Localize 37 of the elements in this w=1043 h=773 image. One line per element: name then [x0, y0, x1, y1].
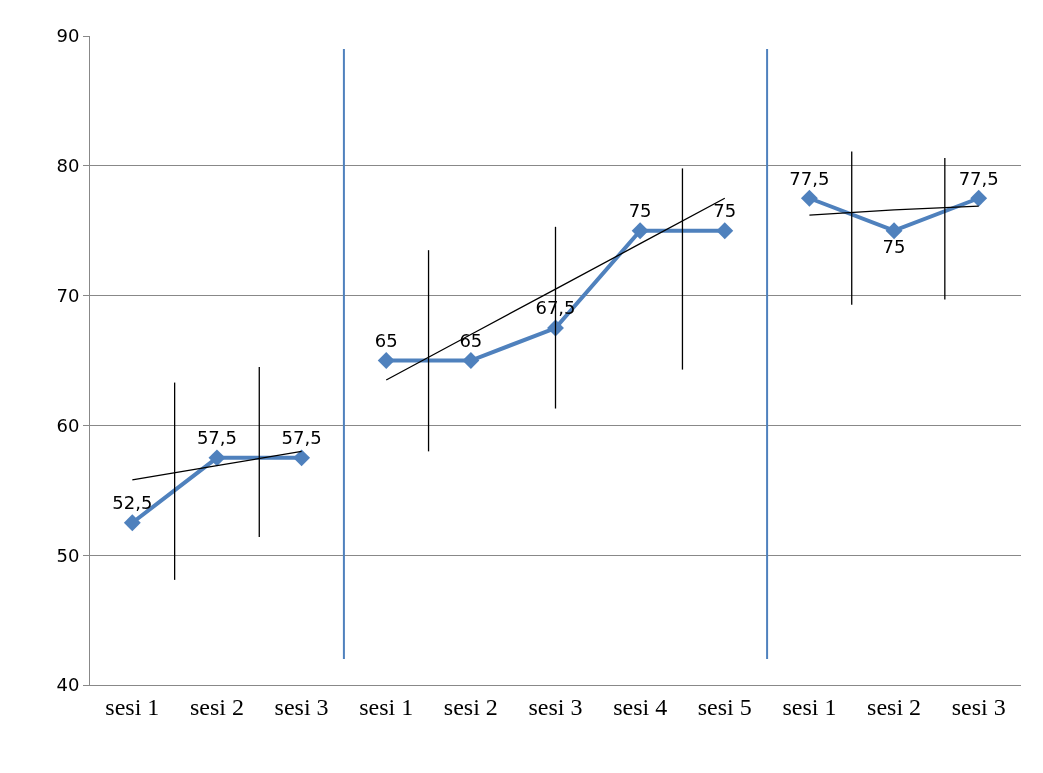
y-tick-label: 90	[56, 25, 80, 47]
y-tick-label: 70	[56, 284, 80, 306]
data-label: 57,5	[281, 427, 322, 449]
y-tick-label: 50	[56, 544, 80, 566]
point	[293, 449, 311, 467]
data-label: 52,5	[112, 492, 153, 514]
x-tick-label: sesi 5	[697, 693, 752, 720]
x-tick-label: sesi 3	[274, 693, 329, 720]
x-tick-label: sesi 4	[613, 693, 668, 720]
y-tick-label: 60	[56, 414, 80, 436]
data-label: 75	[628, 200, 652, 222]
point	[970, 189, 988, 207]
point	[716, 222, 734, 240]
point	[208, 449, 226, 467]
y-tick-label: 80	[56, 155, 80, 177]
point	[631, 222, 649, 240]
x-tick-label: sesi 3	[951, 693, 1006, 720]
x-tick-label: sesi 1	[105, 693, 160, 720]
x-tick-label: sesi 3	[528, 693, 583, 720]
point	[800, 189, 818, 207]
x-tick-label: sesi 2	[867, 693, 922, 720]
data-label: 77,5	[958, 167, 999, 189]
point	[462, 352, 480, 369]
x-tick-label: sesi 2	[443, 693, 498, 720]
data-label: 65	[374, 329, 398, 351]
x-tick-label: sesi 1	[782, 693, 837, 720]
point	[885, 222, 903, 240]
y-tick-label: 40	[56, 674, 80, 696]
point	[377, 352, 395, 369]
data-label: 57,5	[196, 427, 237, 449]
point	[123, 514, 141, 532]
x-tick-label: sesi 1	[359, 693, 414, 720]
data-label: 77,5	[789, 167, 830, 189]
data-label: 75	[882, 236, 906, 258]
data-label: 65	[459, 329, 483, 351]
data-label: 75	[713, 200, 737, 222]
x-tick-label: sesi 2	[189, 693, 244, 720]
